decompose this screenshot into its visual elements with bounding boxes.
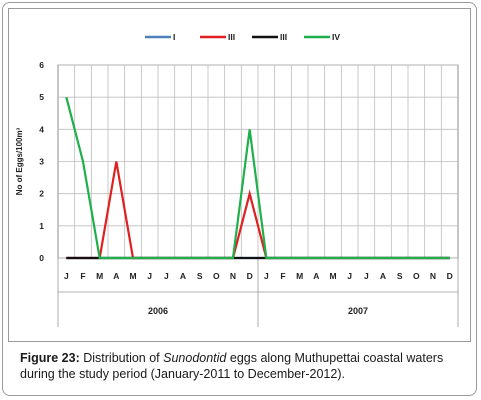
x-tick-label: J: [364, 271, 369, 281]
x-tick-label: N: [430, 271, 436, 281]
caption-species: Sunodontid: [163, 351, 227, 365]
y-axis-label: No of Eggs/100m³: [15, 127, 24, 195]
year-label: 2007: [348, 306, 368, 316]
x-tick-label: A: [313, 271, 319, 281]
x-tick-label: M: [129, 271, 136, 281]
x-tick-label: D: [447, 271, 453, 281]
x-tick-label: J: [347, 271, 352, 281]
y-tick-label: 2: [39, 189, 44, 199]
y-axis-ticks: 0 1 2 3 4 5 6: [39, 60, 44, 263]
x-tick-label: S: [197, 271, 203, 281]
x-tick-label: M: [329, 271, 336, 281]
legend-label: IV: [332, 32, 340, 42]
x-tick-label: D: [247, 271, 253, 281]
x-tick-label: J: [164, 271, 169, 281]
series-lines: [65, 96, 450, 260]
x-tick-label: M: [296, 271, 303, 281]
series-line-4: [65, 96, 450, 260]
y-tick-label: 3: [39, 157, 44, 167]
year-label: 2006: [148, 306, 168, 316]
x-tick-label: A: [113, 271, 119, 281]
y-tick-label: 4: [39, 124, 44, 134]
x-tick-label: O: [413, 271, 420, 281]
figure-caption: Figure 23: Distribution of Sunodontid eg…: [20, 350, 472, 382]
x-tick-label: A: [180, 271, 186, 281]
year-labels: 2006 2007: [57, 258, 459, 327]
caption-text-before: Distribution of: [79, 351, 164, 365]
caption-text-after: eggs along Muthupettai coastal waters du…: [20, 351, 444, 381]
caption-label: Figure 23:: [20, 351, 80, 365]
x-tick-label: J: [264, 271, 269, 281]
y-tick-label: 5: [39, 92, 44, 102]
legend-label: I: [173, 32, 175, 42]
x-tick-label: F: [80, 271, 85, 281]
x-tick-label: J: [64, 271, 69, 281]
x-tick-label: J: [147, 271, 152, 281]
x-tick-label: A: [380, 271, 386, 281]
y-tick-label: 0: [39, 253, 44, 263]
legend-label: III: [228, 32, 235, 42]
y-tick-label: 1: [39, 221, 44, 231]
x-tick-label: N: [230, 271, 236, 281]
x-tick-label: S: [397, 271, 403, 281]
x-tick-label: O: [213, 271, 220, 281]
x-tick-label: M: [96, 271, 103, 281]
legend-label: III: [280, 32, 287, 42]
legend: I III III IV: [145, 32, 340, 42]
x-tick-label: F: [280, 271, 285, 281]
y-tick-label: 6: [39, 60, 44, 70]
